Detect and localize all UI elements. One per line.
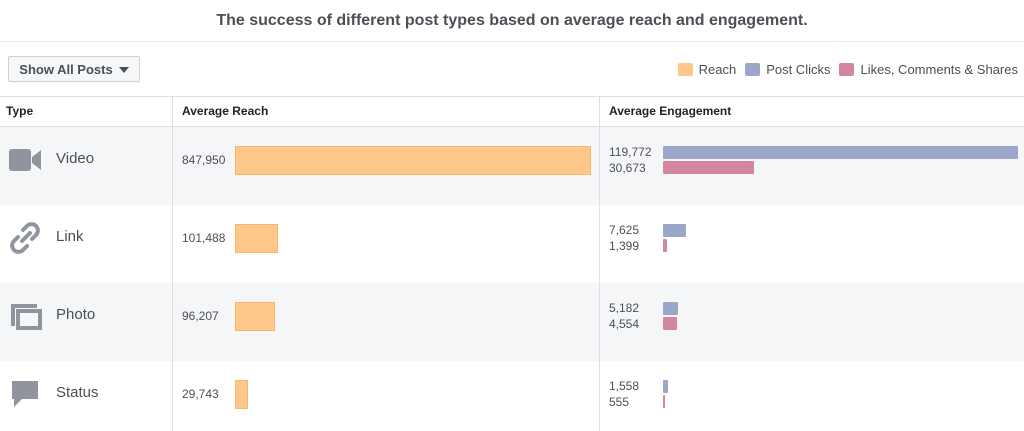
reach-swatch	[677, 63, 693, 76]
video-camera-icon	[9, 149, 41, 171]
reach-value: 29,743	[182, 387, 219, 401]
reach-bar	[235, 380, 248, 409]
link-icon	[10, 222, 40, 254]
post-clicks-bar	[663, 146, 1018, 159]
toolbar: Show All Posts Reach Post Clicks Likes, …	[0, 42, 1024, 96]
post-clicks-bar	[663, 302, 679, 315]
photo-icon	[11, 304, 42, 330]
column-header-reach: Average Reach	[182, 104, 269, 118]
likes-bar	[663, 317, 677, 330]
type-label: Status	[56, 384, 99, 401]
show-all-posts-dropdown[interactable]: Show All Posts	[8, 56, 140, 82]
likes-swatch	[839, 63, 855, 76]
table-row: Status 29,743 1,558 555	[0, 361, 1024, 431]
legend-label-reach: Reach	[698, 62, 737, 77]
filter-label: Show All Posts	[19, 61, 113, 77]
likes-value: 4,554	[609, 317, 640, 331]
post-clicks-bar	[663, 224, 686, 237]
post-clicks-value: 5,182	[609, 301, 640, 315]
reach-bar	[235, 302, 276, 331]
likes-value: 30,673	[609, 161, 646, 175]
legend-item-reach: Reach	[677, 62, 737, 77]
legend-item-post-clicks: Post Clicks	[745, 62, 830, 77]
column-header-engagement: Average Engagement	[609, 104, 732, 118]
reach-bar	[235, 224, 278, 253]
column-divider	[172, 96, 173, 431]
column-header-type: Type	[6, 104, 34, 118]
chart-title: The success of different post types base…	[0, 0, 1024, 42]
type-label: Link	[56, 228, 84, 245]
reach-value: 96,207	[182, 309, 219, 323]
post-clicks-swatch	[745, 63, 761, 76]
table-row: Link 101,488 7,625 1,399	[0, 205, 1024, 283]
caret-down-icon	[118, 67, 129, 73]
post-clicks-value: 7,625	[609, 223, 640, 237]
likes-bar	[663, 395, 665, 408]
likes-bar	[663, 239, 668, 252]
legend: Reach Post Clicks Likes, Comments & Shar…	[669, 62, 1018, 77]
post-clicks-value: 119,772	[609, 145, 652, 159]
type-label: Photo	[56, 306, 96, 323]
table-row: Video 847,950 119,772 30,673	[0, 127, 1024, 205]
legend-label-likes: Likes, Comments & Shares	[860, 62, 1018, 77]
post-clicks-bar	[663, 380, 668, 393]
likes-value: 555	[609, 395, 630, 409]
reach-bar	[235, 146, 591, 175]
table-header: Type Average Reach Average Engagement	[0, 96, 1024, 127]
type-label: Video	[56, 150, 95, 167]
legend-label-post-clicks: Post Clicks	[766, 62, 831, 77]
reach-value: 101,488	[182, 231, 226, 245]
column-divider	[599, 96, 600, 431]
reach-value: 847,950	[182, 153, 226, 167]
likes-value: 1,399	[609, 239, 640, 253]
speech-bubble-icon	[12, 381, 38, 407]
post-clicks-value: 1,558	[609, 379, 640, 393]
likes-bar	[663, 161, 754, 174]
table-row: Photo 96,207 5,182 4,554	[0, 283, 1024, 361]
legend-item-likes: Likes, Comments & Shares	[839, 62, 1018, 77]
